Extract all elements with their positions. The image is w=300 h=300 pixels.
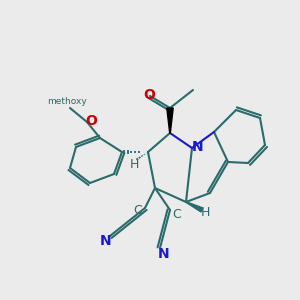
Text: N: N: [100, 234, 112, 248]
Polygon shape: [167, 108, 173, 133]
Text: N: N: [192, 140, 204, 154]
Text: C: C: [134, 205, 142, 218]
Text: C: C: [172, 208, 182, 220]
Text: O: O: [143, 88, 155, 102]
Text: H: H: [200, 206, 210, 218]
Text: O: O: [85, 114, 97, 128]
Polygon shape: [186, 202, 203, 212]
Text: N: N: [158, 247, 170, 261]
Text: H: H: [129, 158, 139, 170]
Text: methoxy: methoxy: [47, 98, 87, 106]
